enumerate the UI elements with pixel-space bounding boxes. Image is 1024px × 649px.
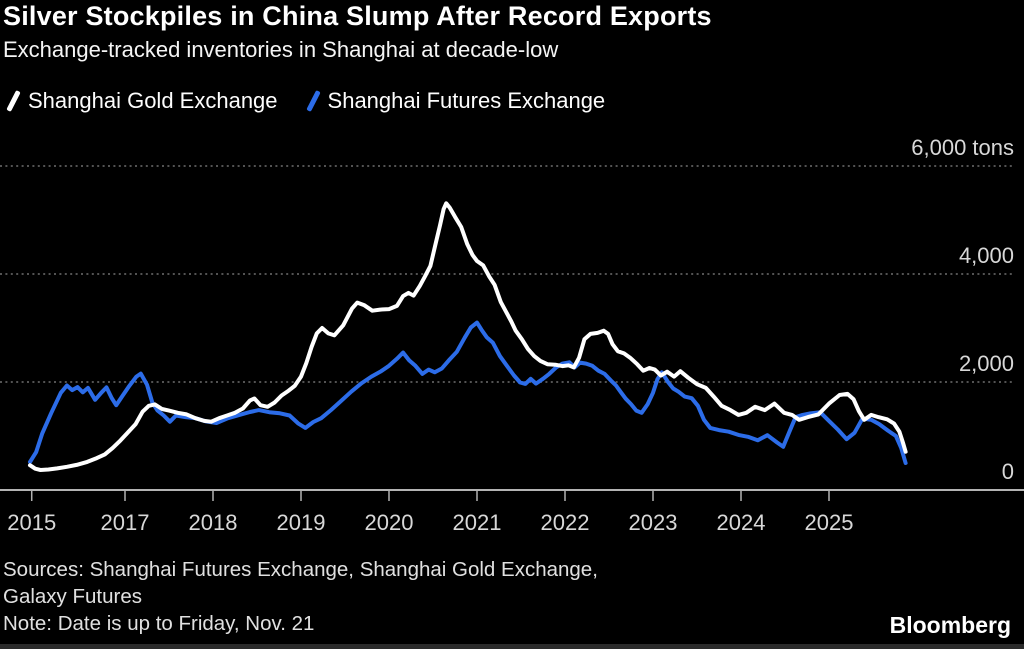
x-axis-label-2018: 2018 <box>189 510 238 535</box>
sources-line-2: Galaxy Futures <box>3 585 142 608</box>
y-axis-label-4000: 4,000 <box>959 243 1014 268</box>
x-axis-label-2017: 2017 <box>101 510 150 535</box>
series-line-shanghai-futures-exchange <box>28 320 908 465</box>
x-axis-label-2015: 2015 <box>7 510 56 535</box>
bottom-strip <box>0 644 1024 649</box>
x-axis-label-2019: 2019 <box>277 510 326 535</box>
legend-item-shanghai-futures-exchange: Shanghai Futures Exchange <box>304 88 606 114</box>
series-line-shanghai-gold-exchange <box>28 201 908 472</box>
page-title: Silver Stockpiles in China Slump After R… <box>3 1 712 31</box>
chart-legend: Shanghai Gold Exchange Shanghai Futures … <box>4 88 631 114</box>
chart-subtitle: Exchange-tracked inventories in Shanghai… <box>3 37 559 62</box>
note-line: Note: Date is up to Friday, Nov. 21 <box>3 612 315 635</box>
bloomberg-logo: Bloomberg <box>889 612 1011 638</box>
legend-label-futures-exchange: Shanghai Futures Exchange <box>327 88 606 113</box>
x-axis-label-2020: 2020 <box>365 510 414 535</box>
legend-label-gold-exchange: Shanghai Gold Exchange <box>28 88 278 113</box>
x-axis-label-2024: 2024 <box>717 510 766 535</box>
source-note-block: Sources: Shanghai Futures Exchange, Shan… <box>3 556 598 637</box>
legend-item-shanghai-gold-exchange: Shanghai Gold Exchange <box>4 88 278 114</box>
y-axis-label-0: 0 <box>1002 459 1014 484</box>
x-axis-label-2022: 2022 <box>541 510 590 535</box>
y-axis-label-2000: 2,000 <box>959 351 1014 376</box>
sources-line-1: Sources: Shanghai Futures Exchange, Shan… <box>3 558 598 581</box>
y-axis-label-6000: 6,000 tons <box>911 135 1014 160</box>
x-axis-label-2021: 2021 <box>453 510 502 535</box>
x-axis-label-2023: 2023 <box>629 510 678 535</box>
x-axis-label-2025: 2025 <box>805 510 854 535</box>
